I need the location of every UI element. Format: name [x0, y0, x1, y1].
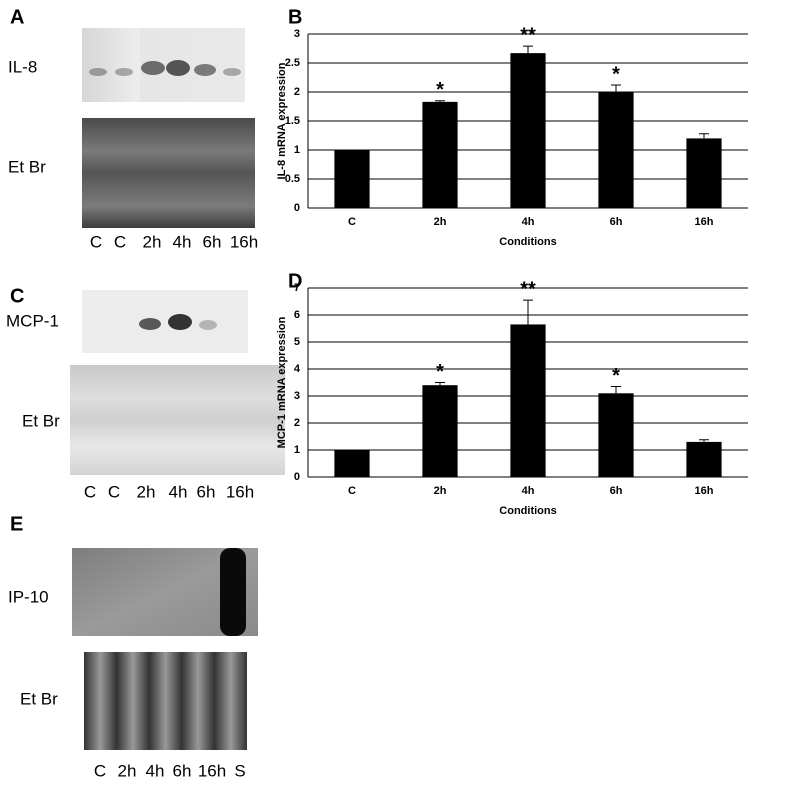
y-tick-label: 0.5 — [285, 173, 300, 185]
panel-letter: A — [10, 6, 24, 28]
gel-image — [82, 290, 248, 353]
x-tick-label: 2h — [434, 485, 447, 497]
gel-label: Et Br — [8, 157, 46, 176]
lane-label: 4h — [169, 482, 188, 501]
bar — [598, 393, 634, 477]
gel-bands — [139, 314, 217, 330]
y-axis-title: MCP-1 mRNA expression — [276, 316, 288, 448]
bar — [334, 150, 370, 208]
lane-label: C — [114, 232, 126, 251]
significance-label: * — [612, 365, 620, 387]
error-bar — [523, 45, 533, 54]
lane-label: S — [234, 761, 245, 780]
error-bar — [611, 84, 621, 92]
y-tick-label: 1.5 — [285, 115, 300, 127]
bar — [510, 324, 546, 477]
gel-bands — [220, 548, 246, 636]
error-bar — [611, 386, 621, 394]
x-axis-title: Conditions — [499, 236, 556, 248]
y-tick-label: 3 — [294, 390, 300, 402]
bar — [686, 441, 722, 477]
lane-label: 6h — [203, 232, 222, 251]
gel-image — [84, 652, 247, 750]
lane-label: C — [108, 482, 120, 501]
y-tick-label: 0 — [294, 202, 300, 214]
gel-label: IP-10 — [8, 587, 49, 606]
error-bar — [435, 100, 445, 102]
significance-label: * — [612, 63, 620, 85]
lane-label: C — [84, 482, 96, 501]
gel-label: Et Br — [20, 689, 58, 708]
lane-label: 16h — [226, 482, 254, 501]
y-tick-label: 7 — [294, 282, 300, 294]
gel-label: MCP-1 — [6, 311, 59, 330]
panel-letter: E — [10, 513, 23, 535]
y-tick-label: 5 — [294, 336, 300, 348]
lane-label: 6h — [197, 482, 216, 501]
y-tick-label: 1 — [294, 444, 300, 456]
gel-bands — [89, 60, 241, 76]
x-tick-label: 6h — [610, 485, 623, 497]
gel-image — [82, 118, 255, 228]
significance-label: ** — [520, 278, 536, 300]
y-tick-label: 4 — [294, 363, 301, 375]
lane-label: 16h — [198, 761, 226, 780]
error-bar — [699, 133, 709, 139]
gel-label: IL-8 — [8, 57, 37, 76]
y-tick-label: 2 — [294, 417, 300, 429]
x-tick-label: 4h — [522, 216, 535, 228]
x-axis-title: Conditions — [499, 505, 556, 517]
y-tick-label: 6 — [294, 309, 300, 321]
lane-label: C — [90, 232, 102, 251]
significance-label: * — [436, 79, 444, 101]
y-tick-label: 0 — [294, 471, 300, 483]
x-tick-label: C — [348, 485, 356, 497]
lane-label: 2h — [143, 232, 162, 251]
y-axis-title: IL-8 mRNA expression — [276, 62, 288, 179]
panel-letter: B — [288, 6, 302, 28]
lane-label: 4h — [173, 232, 192, 251]
x-tick-label: 2h — [434, 216, 447, 228]
error-bar — [435, 382, 445, 386]
panel-letter: C — [10, 285, 24, 307]
y-tick-label: 1 — [294, 144, 300, 156]
x-tick-label: 16h — [695, 216, 714, 228]
x-tick-label: 4h — [522, 485, 535, 497]
significance-label: * — [436, 361, 444, 383]
significance-label: ** — [520, 24, 536, 46]
bar — [334, 450, 370, 477]
bar — [510, 53, 546, 208]
bar — [598, 92, 634, 208]
panel-letter: D — [288, 270, 302, 292]
bar — [686, 138, 722, 208]
x-tick-label: 16h — [695, 485, 714, 497]
gel-image — [70, 365, 285, 475]
lane-label: 16h — [230, 232, 258, 251]
lane-label: 2h — [118, 761, 137, 780]
error-bar — [523, 299, 533, 325]
bar — [422, 101, 458, 208]
lane-label: 6h — [173, 761, 192, 780]
y-tick-label: 2 — [294, 86, 300, 98]
y-tick-label: 3 — [294, 28, 300, 40]
y-tick-label: 2.5 — [285, 57, 300, 69]
lane-label: 4h — [146, 761, 165, 780]
lane-label: C — [94, 761, 106, 780]
error-bar — [699, 439, 709, 442]
x-tick-label: C — [348, 216, 356, 228]
x-tick-label: 6h — [610, 216, 623, 228]
gel-label: Et Br — [22, 411, 60, 430]
lane-label: 2h — [137, 482, 156, 501]
bar — [422, 385, 458, 477]
